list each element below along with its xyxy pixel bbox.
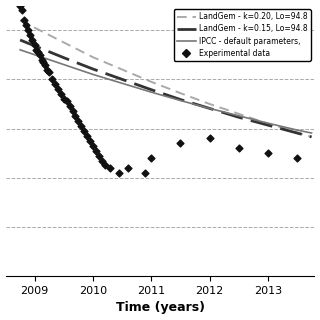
Point	[178, 141, 183, 146]
Point	[91, 143, 96, 148]
Point	[149, 156, 154, 161]
Point	[18, 3, 23, 8]
Point	[294, 156, 300, 161]
Point	[73, 114, 78, 119]
Point	[70, 109, 75, 114]
Point	[30, 37, 35, 43]
Point	[265, 151, 270, 156]
Point	[99, 158, 104, 163]
Point	[34, 47, 39, 52]
Point	[236, 146, 241, 151]
X-axis label: Time (years): Time (years)	[116, 301, 204, 315]
Point	[37, 52, 43, 57]
Legend: LandGem - k=0.20, Lo=94.8, LandGem - k=0.15, Lo=94.8, IPCC - default parameters,: LandGem - k=0.20, Lo=94.8, LandGem - k=0…	[174, 9, 311, 61]
Point	[25, 28, 30, 33]
Point	[102, 163, 107, 168]
Point	[19, 8, 24, 13]
Point	[58, 92, 63, 97]
Point	[207, 136, 212, 141]
Point	[47, 69, 52, 75]
Point	[22, 18, 27, 23]
Point	[39, 57, 44, 62]
Point	[79, 124, 84, 129]
Point	[61, 96, 66, 101]
Point	[50, 77, 55, 82]
Point	[84, 133, 90, 139]
Point	[55, 87, 60, 92]
Point	[41, 60, 46, 65]
Point	[143, 170, 148, 175]
Point	[96, 153, 101, 158]
Point	[36, 50, 41, 55]
Point	[32, 42, 37, 47]
Point	[82, 128, 87, 133]
Point	[44, 67, 50, 72]
Point	[43, 62, 48, 67]
Point	[93, 148, 99, 153]
Point	[52, 82, 58, 87]
Point	[67, 104, 72, 109]
Point	[125, 165, 131, 171]
Point	[108, 165, 113, 171]
Point	[117, 170, 122, 175]
Point	[23, 23, 28, 28]
Point	[28, 33, 33, 38]
Point	[76, 119, 81, 124]
Point	[64, 99, 69, 104]
Point	[87, 138, 92, 143]
